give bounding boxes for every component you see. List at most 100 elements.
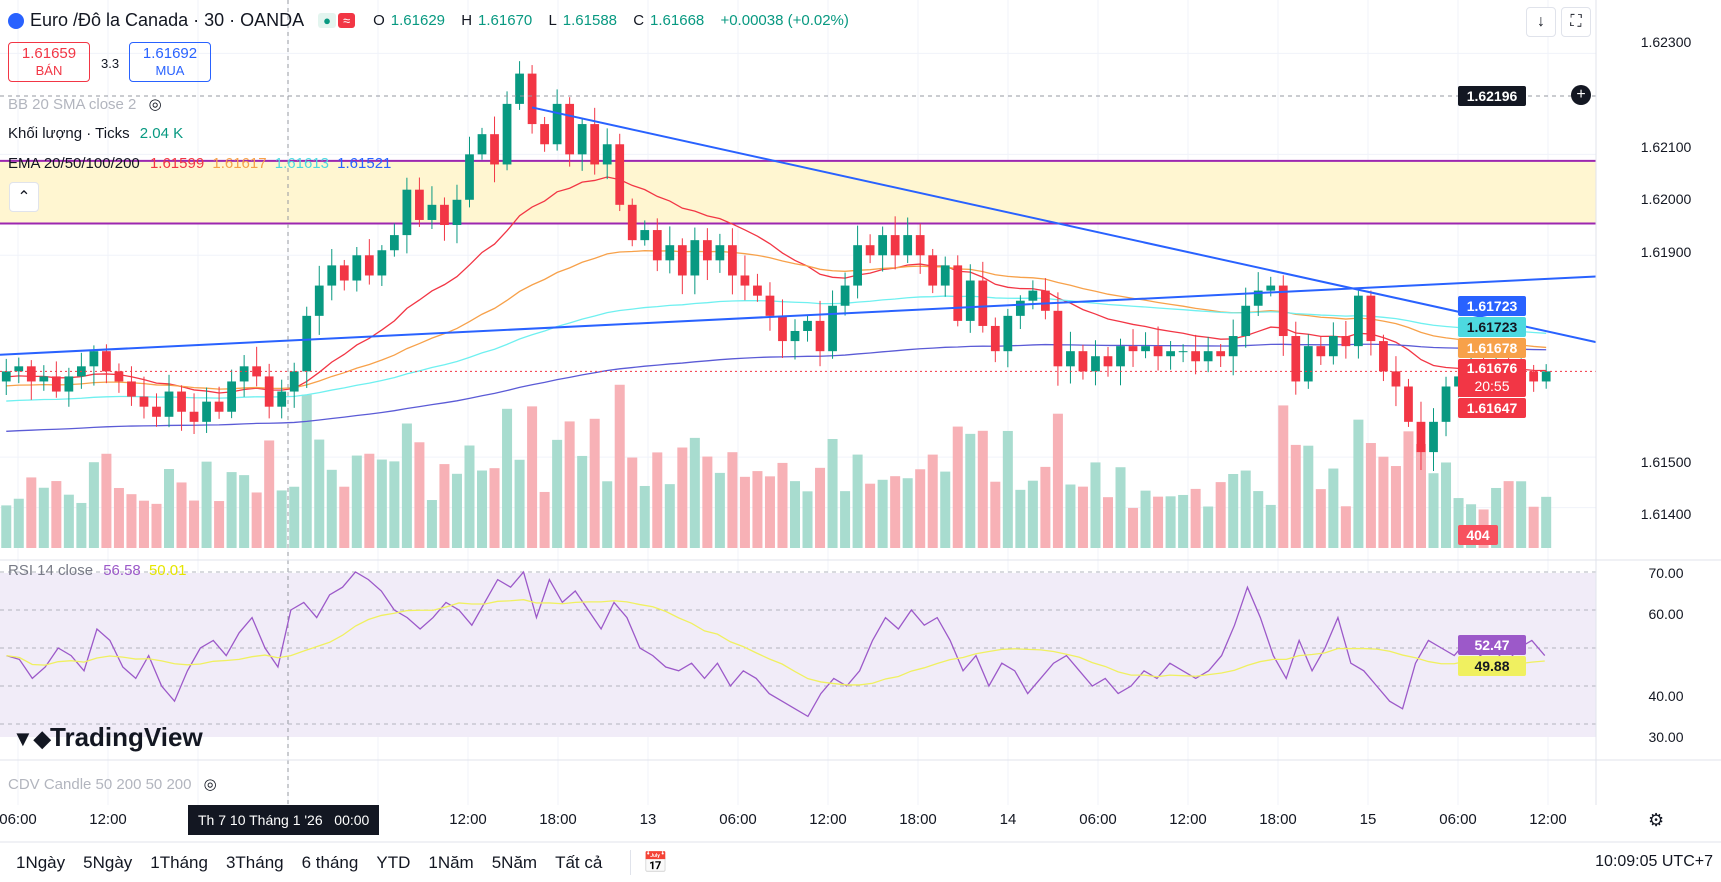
- range-all-button[interactable]: Tất cả: [555, 852, 603, 872]
- range-1d-button[interactable]: 1Ngày: [16, 852, 66, 872]
- candle-body: [152, 406, 161, 417]
- range-6m-button[interactable]: 6 tháng: [301, 852, 359, 872]
- candle-body: [665, 245, 675, 261]
- rsi-tick: 70.00: [1648, 565, 1684, 581]
- clock[interactable]: 10:09:05 UTC+7: [1595, 853, 1713, 870]
- candle-body: [815, 320, 825, 352]
- time-label: 06:00: [719, 811, 757, 828]
- crosshair-price-tag[interactable]: +: [1571, 85, 1591, 105]
- calendar-range-icon[interactable]: 📅: [630, 850, 668, 875]
- price-tick: 1.61900: [1640, 244, 1692, 260]
- volume-bar: [815, 467, 826, 548]
- rsi-legend[interactable]: RSI 14 close 56.58 50.01: [8, 562, 187, 579]
- volume-bar: [902, 478, 913, 548]
- ema-legend[interactable]: EMA 20/50/100/200 1.61599 1.61617 1.6161…: [8, 155, 392, 172]
- candle-body: [828, 305, 837, 352]
- volume-bar: [752, 471, 763, 548]
- candle-body: [114, 371, 124, 382]
- candle-body: [1291, 336, 1301, 382]
- volume-legend[interactable]: Khối lượng · Ticks 2.04 K: [8, 125, 184, 142]
- candle-body: [1166, 351, 1175, 357]
- candle-body: [239, 366, 249, 382]
- rsi-panel: [0, 570, 1596, 725]
- volume-bar: [26, 477, 37, 548]
- candle-body: [302, 315, 312, 372]
- candle-body: [214, 401, 224, 412]
- settings-axis-icon[interactable]: ⚙: [1648, 810, 1665, 830]
- ema-50-line: [6, 250, 1547, 390]
- range-1m-button[interactable]: 1Tháng: [150, 852, 208, 872]
- range-ytd-button[interactable]: YTD: [376, 852, 411, 872]
- volume-bar: [1052, 413, 1063, 548]
- candle-body: [778, 315, 787, 342]
- sell-button[interactable]: 1.61659 BÁN: [8, 42, 90, 82]
- volume-bar: [602, 481, 613, 548]
- volume-bar: [514, 459, 525, 548]
- volume-bar: [952, 426, 963, 548]
- symbol-title[interactable]: Euro /Đô la Canada · 30 · OANDA: [30, 10, 305, 30]
- fullscreen-button[interactable]: ⛶: [1561, 7, 1591, 37]
- download-button[interactable]: ↓: [1526, 7, 1556, 37]
- candle-body: [1303, 346, 1313, 382]
- candle-body: [1128, 346, 1138, 352]
- eye-hidden-icon[interactable]: ◎: [148, 96, 162, 113]
- candle-body: [139, 396, 149, 407]
- candle-body: [552, 103, 562, 145]
- candle-body: [878, 235, 888, 256]
- cdv-legend[interactable]: CDV Candle 50 200 50 200 ◎: [8, 776, 217, 793]
- volume-bar: [1503, 481, 1514, 548]
- time-label: 18:00: [899, 811, 937, 828]
- candle-body: [702, 240, 712, 261]
- volume-bar: [1, 505, 12, 548]
- collapse-legend-button[interactable]: ⌃: [9, 182, 39, 212]
- time-label: 13: [639, 811, 657, 828]
- candle-body: [565, 103, 575, 155]
- candle-body: [1141, 346, 1150, 352]
- plus-circle-icon[interactable]: +: [1571, 85, 1591, 105]
- volume-bar: [1015, 489, 1026, 548]
- candle-body: [1078, 351, 1088, 372]
- volume-bar: [76, 502, 87, 548]
- candle-body: [590, 124, 600, 165]
- ema-200-line: [6, 343, 1547, 432]
- eye-hidden-icon[interactable]: ◎: [203, 776, 217, 793]
- volume-bar: [1378, 456, 1389, 548]
- candle-body: [1178, 351, 1188, 353]
- volume-bar: [38, 487, 49, 548]
- volume-bar: [714, 472, 725, 548]
- volume-bar: [1390, 466, 1401, 548]
- range-3m-button[interactable]: 3Tháng: [225, 852, 284, 872]
- range-1y-button[interactable]: 1Năm: [428, 852, 474, 872]
- rsi-tick: 60.00: [1648, 606, 1684, 622]
- candle-body: [39, 376, 49, 382]
- volume-bar: [1453, 498, 1464, 548]
- volume-bar: [426, 500, 437, 548]
- candle-body: [652, 230, 662, 261]
- volume-bar: [364, 453, 375, 548]
- candle-body: [1015, 300, 1025, 316]
- bb-legend[interactable]: BB 20 SMA close 2 ◎: [8, 96, 162, 113]
- candle-body: [890, 235, 900, 256]
- candle-body: [1, 371, 11, 382]
- candle-body: [26, 366, 36, 382]
- volume-bar: [1528, 506, 1539, 548]
- candle-body: [477, 134, 487, 155]
- volume-bar: [1240, 470, 1251, 548]
- market-status-icon[interactable]: ● ≈: [318, 13, 356, 28]
- buy-button[interactable]: 1.61692 MUA: [129, 42, 211, 82]
- range-5y-button[interactable]: 5Năm: [491, 852, 538, 872]
- candle-body: [1441, 386, 1451, 422]
- volume-bar: [289, 486, 300, 548]
- volume-tag: 404: [1458, 525, 1498, 545]
- volume-bar: [1328, 468, 1339, 548]
- volume-bar: [13, 498, 24, 548]
- crosshair-time-label: Th 7 10 Tháng 1 '26 00:00: [188, 805, 380, 835]
- volume-bar: [401, 423, 412, 548]
- price-tick: 1.61500: [1640, 454, 1692, 470]
- candle-body: [1529, 371, 1539, 382]
- candle-body: [1541, 371, 1551, 382]
- volume-bar: [51, 481, 62, 548]
- candle-body: [1429, 421, 1438, 453]
- range-5d-button[interactable]: 5Ngày: [83, 852, 133, 872]
